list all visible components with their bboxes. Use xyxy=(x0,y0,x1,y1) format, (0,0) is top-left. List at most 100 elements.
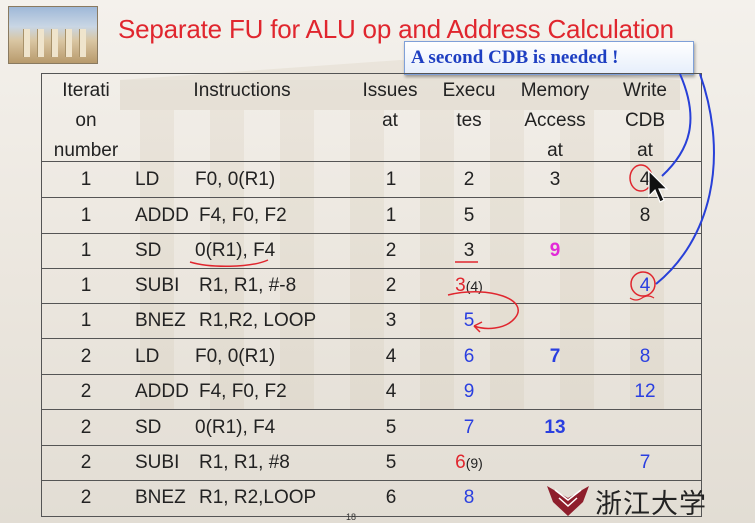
cdb-cell: 8 xyxy=(639,205,651,226)
execute-cell: 5 xyxy=(434,198,504,233)
instruction-cell: SUBI R1, R1, #-8 xyxy=(135,268,375,303)
memory-cell: 7 xyxy=(549,346,561,367)
table-row: 1 SUBI R1, R1, #-8 2 3(4) 4 xyxy=(42,268,701,304)
execute-cell: 3 xyxy=(434,233,504,268)
iteration-cell: 1 xyxy=(80,275,92,296)
schedule-table: Iterati on number Instructions Issues at… xyxy=(41,73,702,517)
header-cdb: Write CDB at xyxy=(623,80,667,161)
execute-cell: 3(4) xyxy=(434,268,504,303)
operands: F4, F0, F2 xyxy=(199,205,287,226)
operands: R1, R1, #-8 xyxy=(199,275,297,296)
issue-cell: 3 xyxy=(385,310,397,331)
iteration-cell: 2 xyxy=(80,381,92,402)
execute-cell: 5 xyxy=(434,303,504,338)
instruction-cell: LD F0, 0(R1) xyxy=(135,339,375,374)
operands: 0(R1), F4 xyxy=(195,240,276,261)
page-number: 18 xyxy=(346,512,357,522)
slide-title: Separate FU for ALU op and Address Calcu… xyxy=(118,14,674,44)
execute-value: 5 xyxy=(463,205,475,226)
cdb-cell xyxy=(610,233,680,268)
instruction-cell: BNEZ R1, R2,LOOP xyxy=(135,480,375,515)
table-row: 2 SD 0(R1), F4 5 7 13 xyxy=(42,410,701,446)
execute-value: 6 xyxy=(455,452,466,473)
cdb-cell: 7 xyxy=(639,452,651,473)
cdb-callout: A second CDB is needed ! xyxy=(404,41,694,75)
memory-cell xyxy=(510,268,600,303)
cdb-cell: 8 xyxy=(639,346,651,367)
issue-cell: 2 xyxy=(385,240,397,261)
execute-cell: 6 xyxy=(434,339,504,374)
iteration-cell: 2 xyxy=(80,452,92,473)
memory-cell: 9 xyxy=(549,240,561,261)
callout-text: A second CDB is needed ! xyxy=(411,47,619,68)
operands: R1,R2, LOOP xyxy=(199,310,317,331)
operands: F0, 0(R1) xyxy=(195,169,276,190)
header-executes: Execu tes xyxy=(442,80,496,131)
memory-cell xyxy=(510,445,600,480)
parthenon-photo-icon xyxy=(8,6,98,64)
instruction-cell: SD 0(R1), F4 xyxy=(135,410,375,445)
opcode: SD xyxy=(135,240,162,261)
iteration-cell: 1 xyxy=(80,240,92,261)
instruction-cell: ADDD F4, F0, F2 xyxy=(135,198,375,233)
issue-cell: 5 xyxy=(385,417,397,438)
cdb-cell xyxy=(610,410,680,445)
execute-value: 2 xyxy=(463,169,475,190)
opcode: ADDD xyxy=(135,205,189,226)
execute-extra: (4) xyxy=(465,278,483,294)
iteration-cell: 1 xyxy=(80,310,92,331)
operands: F4, F0, F2 xyxy=(199,381,287,402)
issue-cell: 1 xyxy=(385,205,397,226)
instruction-cell: ADDD F4, F0, F2 xyxy=(135,374,375,409)
opcode: SD xyxy=(135,417,162,438)
memory-cell: 13 xyxy=(544,417,566,438)
issue-cell: 4 xyxy=(385,346,397,367)
instruction-cell: SD 0(R1), F4 xyxy=(135,233,375,268)
instruction-cell: SUBI R1, R1, #8 xyxy=(135,445,375,480)
table-row: 1 ADDD F4, F0, F2 1 5 8 xyxy=(42,198,701,234)
iteration-cell: 2 xyxy=(80,346,92,367)
memory-cell xyxy=(510,303,600,338)
header-memory: Memory Access at xyxy=(520,80,590,161)
header-issues: Issues at xyxy=(362,80,418,131)
iteration-cell: 2 xyxy=(80,487,92,508)
execute-cell: 9 xyxy=(434,374,504,409)
zju-emblem-icon xyxy=(547,486,589,516)
opcode: ADDD xyxy=(135,381,189,402)
execute-value: 9 xyxy=(463,381,475,402)
operands: F0, 0(R1) xyxy=(195,346,276,367)
issue-cell: 5 xyxy=(385,452,397,473)
iteration-cell: 1 xyxy=(80,205,92,226)
opcode: BNEZ xyxy=(135,487,186,508)
issue-cell: 6 xyxy=(385,487,397,508)
temple-background-image xyxy=(120,60,680,410)
mouse-cursor-icon xyxy=(648,170,669,203)
memory-cell xyxy=(510,198,600,233)
execute-cell: 7 xyxy=(434,410,504,445)
execute-value: 3 xyxy=(463,240,475,261)
cdb-cell: 12 xyxy=(634,381,656,402)
cdb-cell: 4 xyxy=(639,275,651,296)
issue-cell: 4 xyxy=(385,381,397,402)
issue-cell: 1 xyxy=(385,169,397,190)
execute-extra: (9) xyxy=(465,455,483,471)
operands: R1, R1, #8 xyxy=(199,452,290,473)
instruction-cell: BNEZ R1,R2, LOOP xyxy=(135,303,375,338)
table-row: 2 SUBI R1, R1, #8 5 6(9) 7 xyxy=(42,445,701,481)
operands: 0(R1), F4 xyxy=(195,417,276,438)
cdb-cell xyxy=(610,303,680,338)
table-row: 2 ADDD F4, F0, F2 4 9 12 xyxy=(42,374,701,410)
iteration-cell: 2 xyxy=(80,417,92,438)
execute-value: 6 xyxy=(463,346,475,367)
table-row: 2 BNEZ R1, R2,LOOP 6 8 xyxy=(42,480,701,515)
table-row: 2 LD F0, 0(R1) 4 6 7 8 xyxy=(42,339,701,375)
table-row: 1 LD F0, 0(R1) 1 2 3 4 xyxy=(42,162,701,198)
zju-logo-text: 浙江大学 xyxy=(595,489,707,520)
execute-cell: 6(9) xyxy=(434,445,504,480)
operands: R1, R2,LOOP xyxy=(199,487,317,508)
header-instructions: Instructions xyxy=(193,80,291,101)
execute-value: 8 xyxy=(463,487,475,508)
execute-cell: 2 xyxy=(434,162,504,197)
execute-value: 5 xyxy=(463,310,475,331)
